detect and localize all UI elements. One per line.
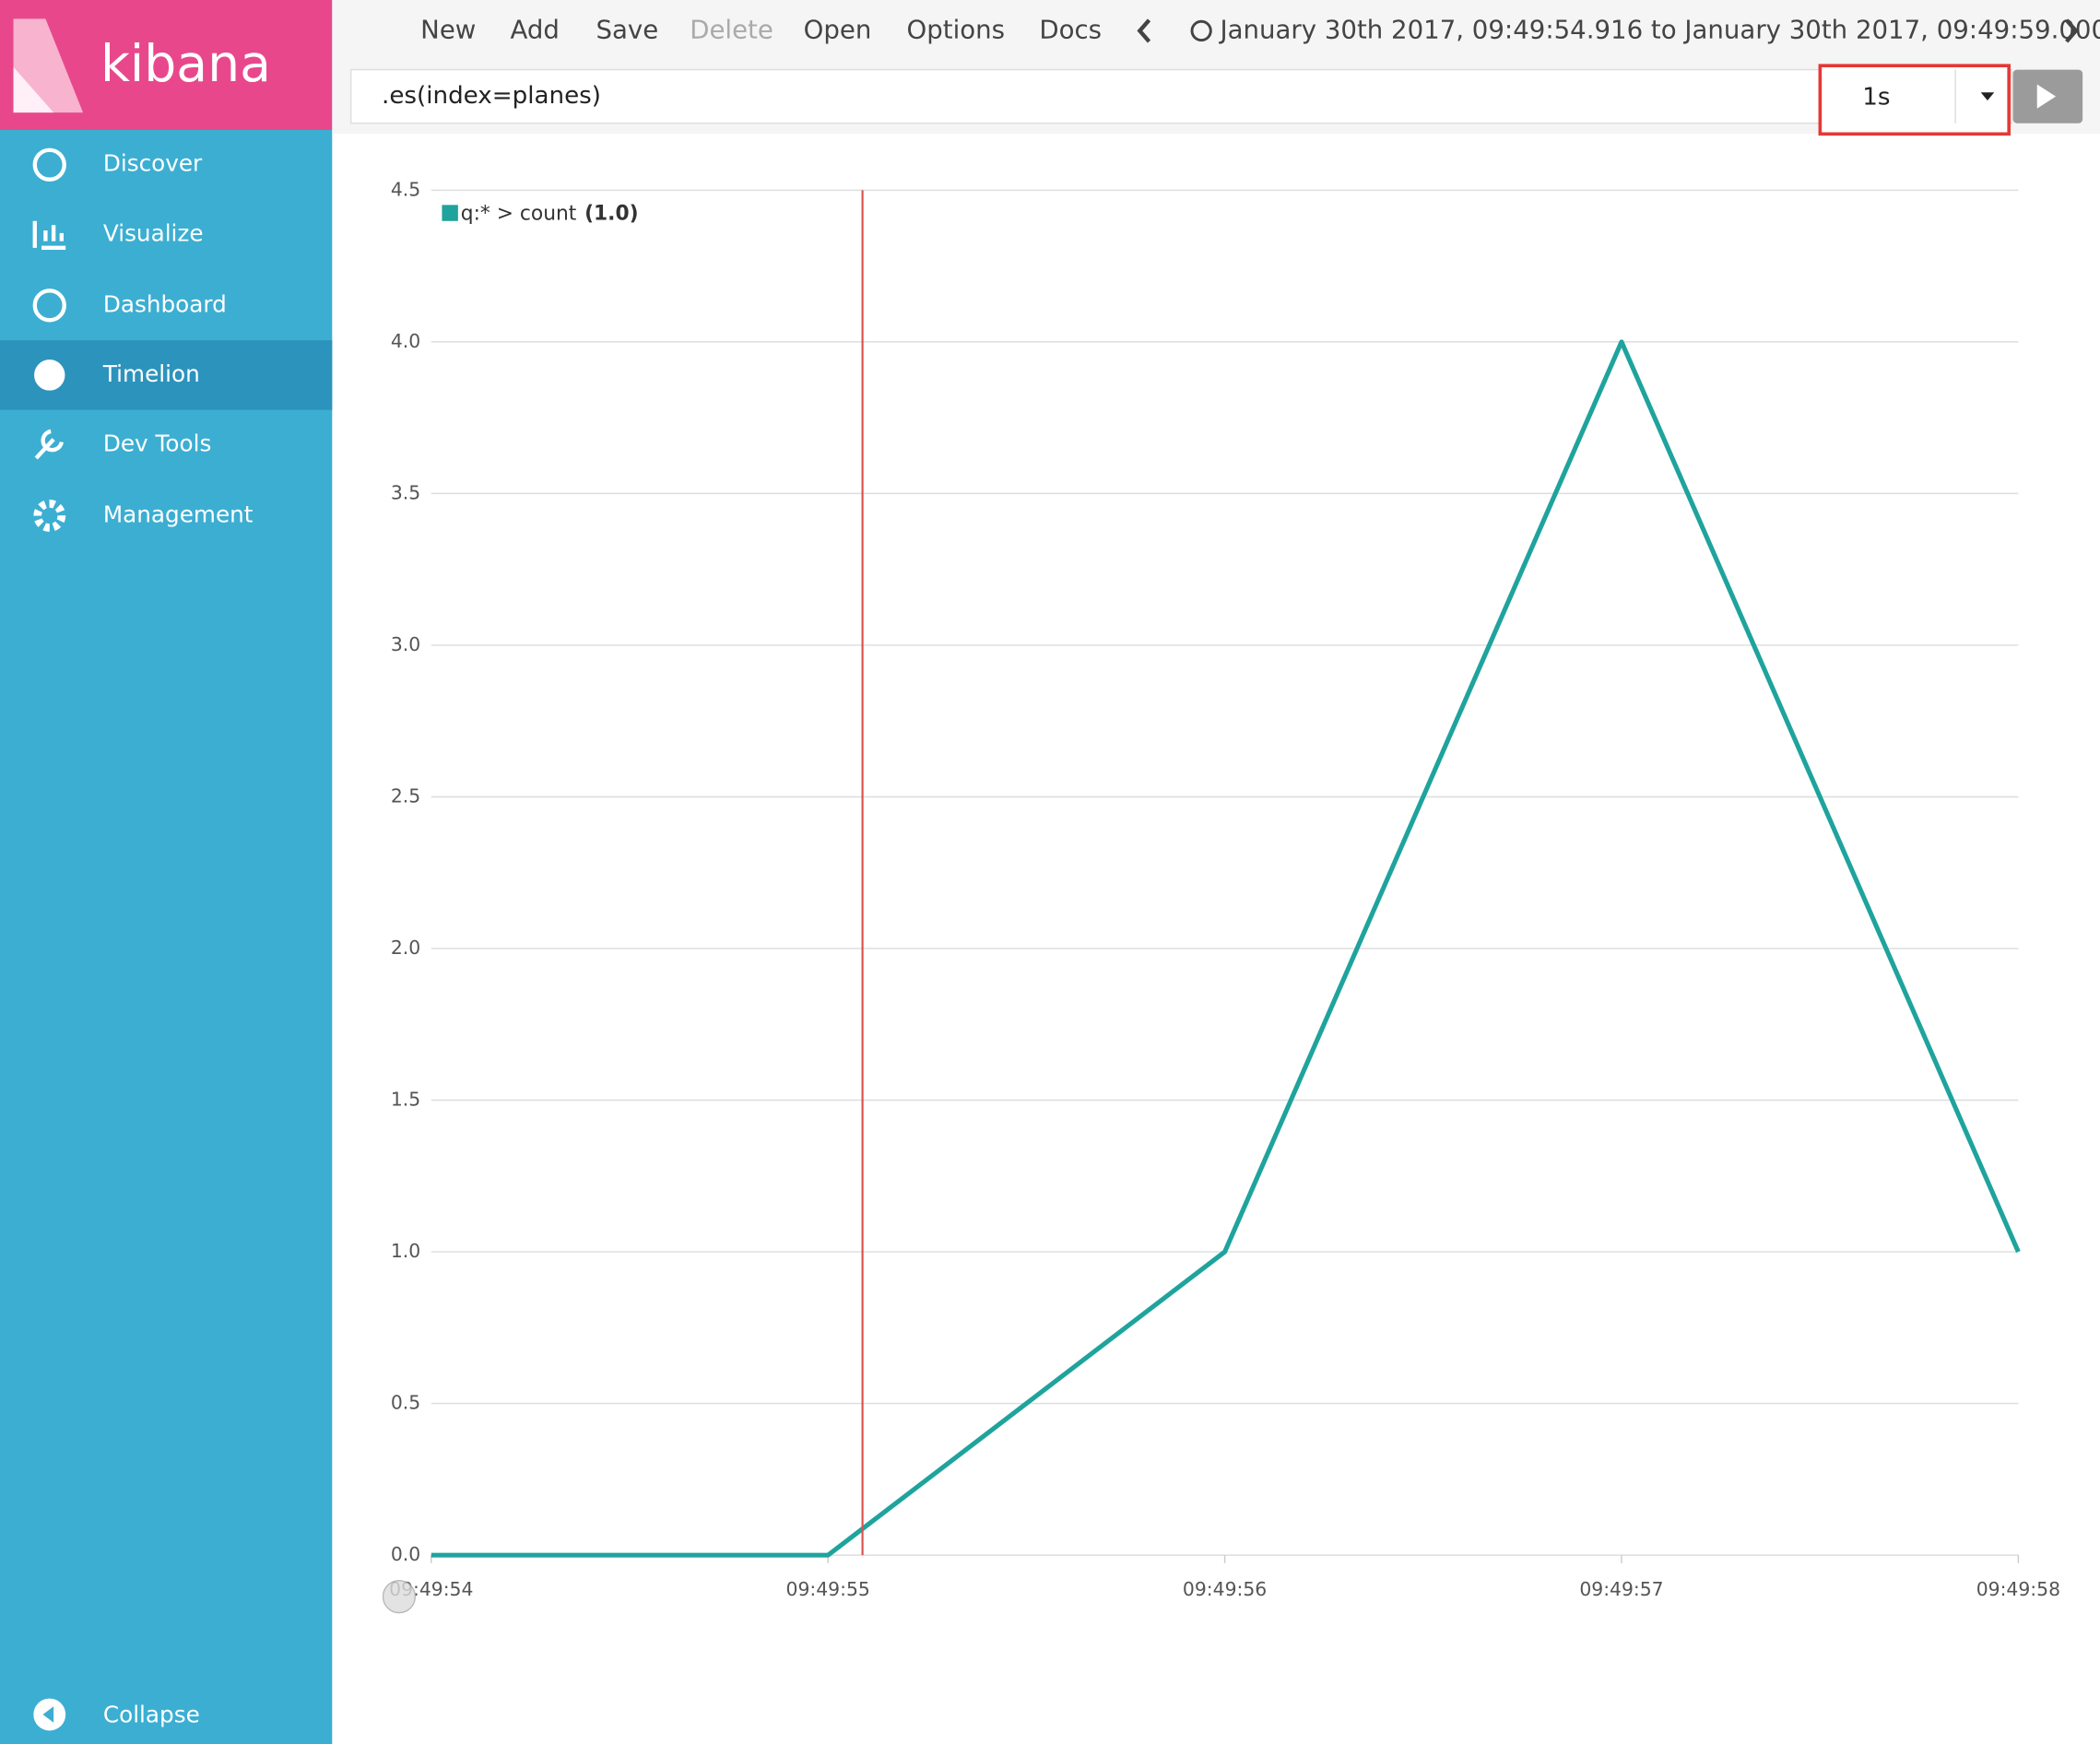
interval-select[interactable] [1818, 64, 2012, 136]
series-line [431, 339, 2021, 1558]
expression-input[interactable] [349, 68, 2012, 124]
menu-options[interactable]: Options [907, 14, 1005, 44]
menu-docs[interactable]: Docs [1039, 14, 1102, 44]
icon-discover [32, 147, 66, 182]
y-tick-label: 4.5 [391, 178, 420, 200]
nav-item[interactable]: Timelion [102, 360, 200, 387]
nav-item[interactable]: Discover [103, 150, 203, 177]
y-tick-label: 2.5 [391, 784, 420, 807]
x-tick-label: 09:49:56 [1183, 1578, 1267, 1600]
time-next[interactable] [2065, 18, 2079, 43]
legend-value: (1.0) [584, 203, 638, 226]
x-tick-label: 09:49:55 [786, 1578, 870, 1600]
icon-management [33, 500, 66, 532]
sidebar [0, 0, 333, 1744]
menu-add[interactable]: Add [511, 14, 560, 44]
chart-handle[interactable] [382, 1579, 417, 1614]
time-prev[interactable] [1137, 18, 1151, 43]
nav-icons [32, 147, 66, 532]
y-tick-label: 4.0 [391, 330, 420, 352]
interval-caret[interactable] [1980, 92, 1995, 100]
y-tick-label: 3.5 [391, 481, 420, 503]
icon-visualize [32, 220, 66, 251]
expression[interactable]: .es(index=planes) [382, 82, 601, 110]
nav-item[interactable]: Management [103, 501, 254, 527]
icon-dashboard [32, 289, 66, 323]
menu-open[interactable]: Open [804, 14, 872, 44]
y-tick-label: 0.0 [391, 1543, 420, 1565]
y-tick-label: 0.5 [391, 1392, 420, 1414]
legend-text: q:* > count (1.0) [461, 203, 639, 226]
chart: 0.00.51.01.52.02.53.03.54.04.509:49:54 09… [389, 178, 2060, 1600]
menu-save[interactable]: Save [596, 14, 658, 44]
collapse[interactable]: Collapse [103, 1701, 200, 1727]
x-tick-label: 09:49:58 [1976, 1578, 2060, 1600]
icon-timelion [34, 359, 65, 391]
y-tick-label: 2.0 [391, 937, 420, 959]
nav-item[interactable]: Dev Tools [103, 430, 211, 456]
collapse-arrow [42, 1706, 54, 1723]
legend-swatch [442, 205, 458, 221]
brand: kibana [100, 35, 271, 94]
menu-delete: Delete [690, 14, 773, 44]
nav-item[interactable]: Visualize [103, 219, 204, 246]
menu-new[interactable]: New [420, 14, 476, 44]
time-range[interactable]: January 30th 2017, 09:49:54.916 to Janua… [1219, 14, 2100, 44]
clock-icon [1190, 19, 1212, 42]
x-tick-label: 09:49:57 [1579, 1578, 1663, 1600]
icon-devtools [34, 429, 64, 460]
legend-name: q:* > count [461, 203, 577, 226]
y-tick-label: 3.0 [391, 633, 420, 655]
y-tick-label: 1.5 [391, 1089, 420, 1111]
run-icon [2036, 84, 2057, 109]
nav-item[interactable]: Dashboard [103, 290, 227, 317]
interval[interactable]: 1s [1862, 84, 1890, 112]
y-tick-label: 1.0 [391, 1240, 420, 1262]
